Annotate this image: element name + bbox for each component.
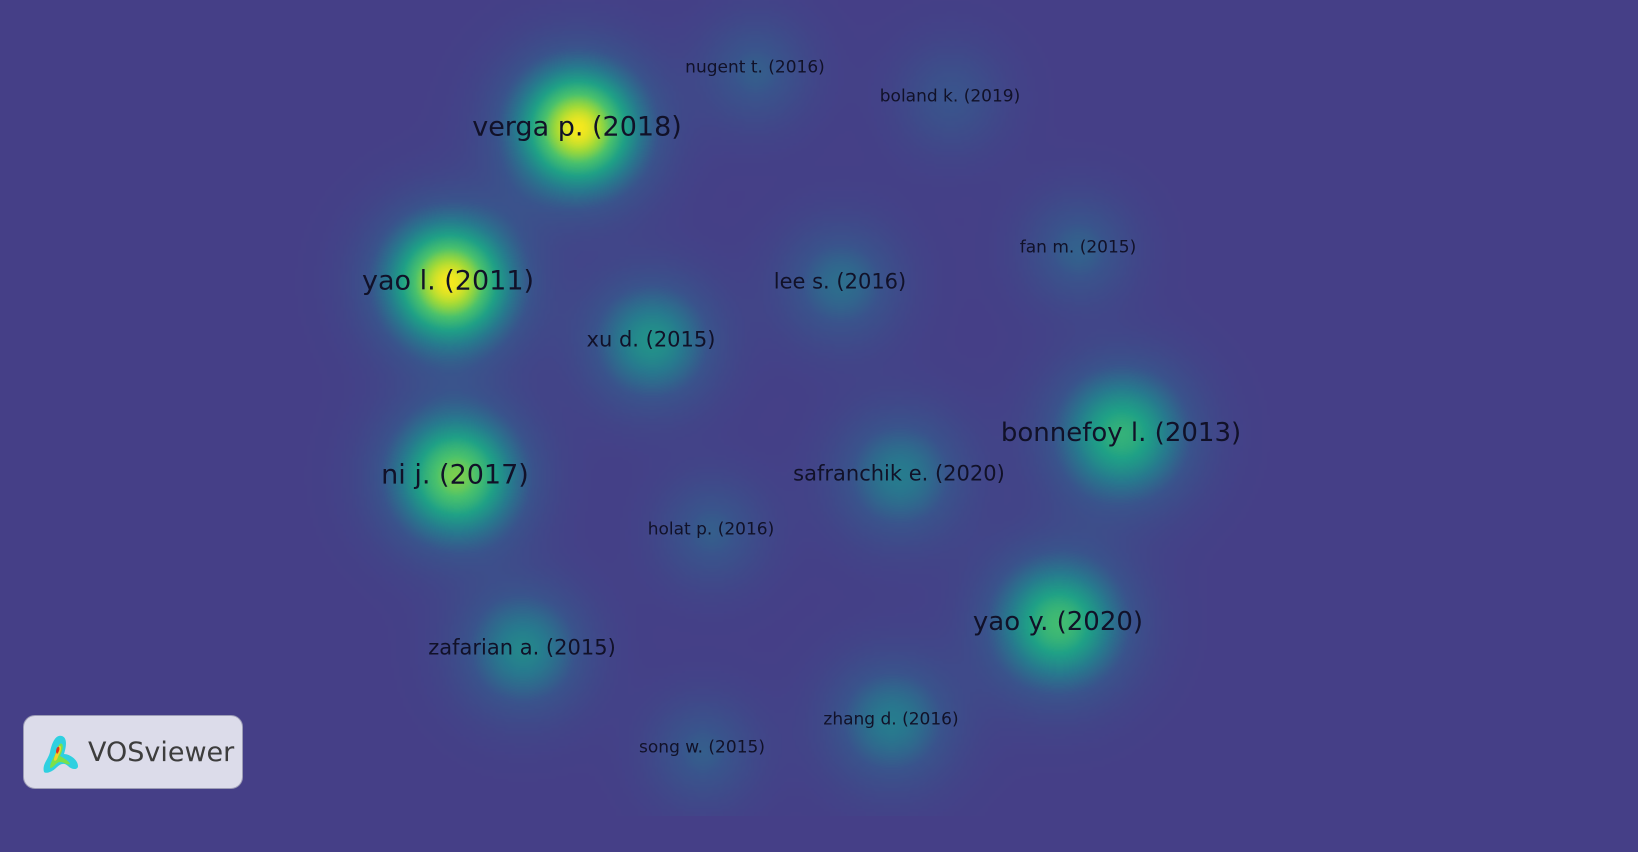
node-label[interactable]: fan m. (2015): [1019, 237, 1137, 258]
vosviewer-logo: VOSviewer: [23, 715, 243, 789]
node-label[interactable]: yao y. (2020): [972, 607, 1144, 637]
vosviewer-logo-icon: [43, 735, 78, 773]
vosviewer-label: VOSviewer: [88, 736, 235, 768]
node-label[interactable]: lee s. (2016): [773, 269, 907, 294]
node-label[interactable]: verga p. (2018): [472, 111, 682, 143]
node-label[interactable]: song w. (2015): [639, 737, 765, 758]
node-label[interactable]: boland k. (2019): [879, 86, 1021, 107]
node-label[interactable]: safranchik e. (2020): [793, 461, 1005, 486]
node-label[interactable]: xu d. (2015): [586, 327, 716, 352]
node-label[interactable]: bonnefoy l. (2013): [1000, 418, 1242, 448]
node-label[interactable]: nugent t. (2016): [685, 57, 825, 78]
density-map[interactable]: [0, 0, 1568, 816]
node-label[interactable]: zhang d. (2016): [823, 709, 959, 730]
node-label[interactable]: zafarian a. (2015): [428, 635, 616, 660]
node-label[interactable]: ni j. (2017): [381, 459, 529, 491]
node-label[interactable]: holat p. (2016): [647, 519, 775, 540]
node-label[interactable]: yao l. (2011): [361, 265, 535, 297]
